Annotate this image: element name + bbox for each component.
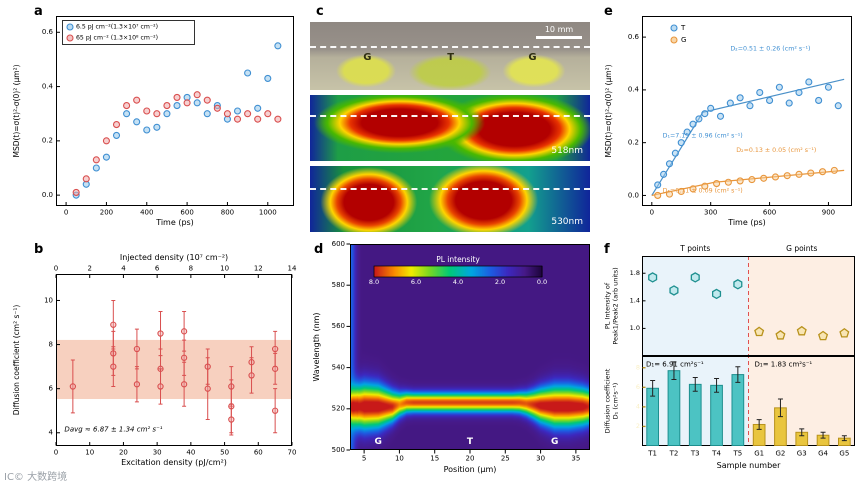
optical-microscopy-image: G T G 10 mm [310,22,590,90]
scale-bar: 10 mm [536,25,582,39]
panel-label-c: c [316,4,324,19]
panel-d-heatmap [306,240,598,484]
region-label-g-left: G [363,51,372,63]
watermark: IC© 大数跨境 [4,472,68,483]
pl-image-530nm: 530nm [310,166,590,232]
linescan-dashed-line [310,187,590,190]
linescan-dashed-line [310,114,590,117]
panel-b-chart [6,242,302,482]
pl-image-518nm: 518nm [310,95,590,161]
panel-f-chart [600,240,863,484]
panel-e-chart [598,4,861,238]
linescan-dashed-line [310,46,590,49]
wavelength-label-518: 518nm [551,146,583,156]
wavelength-label-530: 530nm [551,217,583,227]
scale-bar-label: 10 mm [544,25,574,34]
panel-a-chart [6,4,302,238]
scale-bar-line [536,36,582,39]
region-label-g-right: G [528,51,537,63]
region-label-t: T [447,51,455,63]
panel-c-images: G T G 10 mm 518nm 530nm [310,22,590,234]
